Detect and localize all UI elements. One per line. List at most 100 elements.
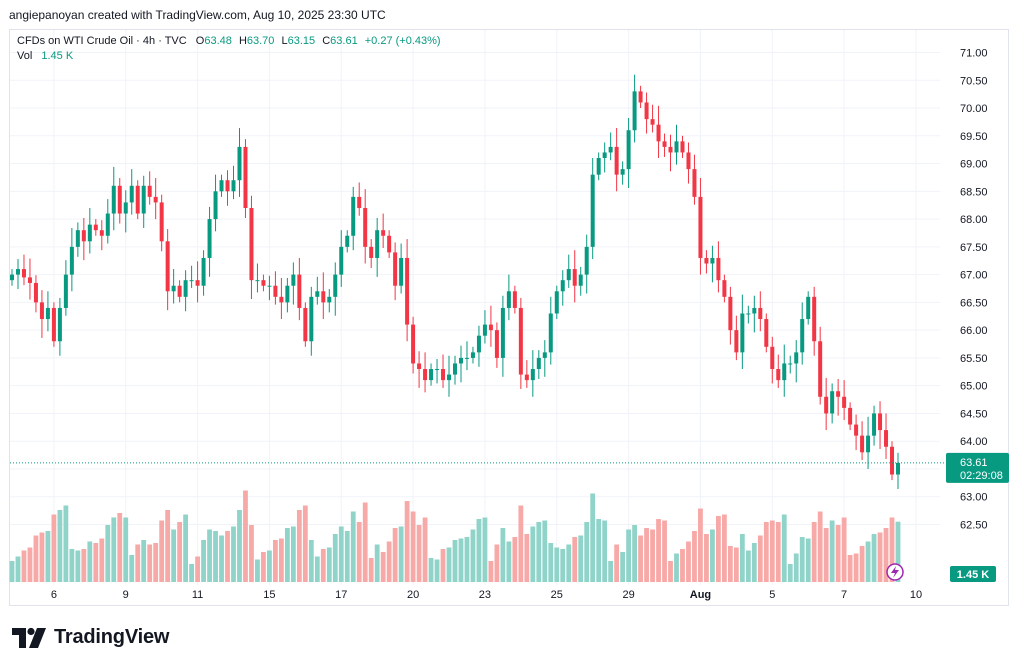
candle-body xyxy=(33,282,38,303)
volume-bar xyxy=(338,526,344,582)
candle-body xyxy=(405,257,410,325)
volume-bar xyxy=(356,522,362,582)
candle-body xyxy=(327,296,332,303)
candle-body xyxy=(602,152,607,159)
volume-bar xyxy=(314,556,320,582)
y-tick-label: 64.50 xyxy=(960,408,988,420)
y-tick-label: 63.00 xyxy=(960,492,988,504)
volume-bar xyxy=(811,522,817,582)
candle-body xyxy=(650,119,655,125)
volume-bar xyxy=(751,543,757,582)
volume-bar xyxy=(398,526,404,582)
candle-body xyxy=(111,185,116,214)
volume-bar xyxy=(560,549,566,582)
countdown-label: 02:29:08 xyxy=(960,470,1003,482)
candle-body xyxy=(500,307,505,358)
candle-body xyxy=(572,269,577,286)
volume-bar xyxy=(835,525,841,582)
volume-bar xyxy=(757,535,763,582)
candle-body xyxy=(674,141,679,153)
volume-bar xyxy=(39,532,45,582)
chart-legend: CFDs on WTI Crude Oil · 4h · TVC O63.48 … xyxy=(17,34,441,64)
candle-body xyxy=(75,230,80,247)
volume-bar xyxy=(548,543,554,582)
candle-body xyxy=(171,285,176,292)
open-key: O xyxy=(195,35,205,47)
y-tick-label: 67.00 xyxy=(960,270,988,282)
candle-body xyxy=(249,207,254,281)
legend-row-price: CFDs on WTI Crude Oil · 4h · TVC O63.48 … xyxy=(17,34,441,49)
candle-body xyxy=(159,202,164,242)
volume-bar xyxy=(237,510,242,582)
candle-body xyxy=(758,307,763,320)
candle-body xyxy=(818,341,823,397)
candle-body xyxy=(339,246,344,275)
candle-body xyxy=(512,291,517,308)
volume-bar xyxy=(69,549,75,582)
volume-bar xyxy=(99,538,105,582)
y-tick-label: 70.50 xyxy=(960,75,988,87)
volume-bar xyxy=(578,535,584,582)
candle-body xyxy=(357,196,362,208)
tradingview-logo[interactable]: TradingView xyxy=(12,626,169,649)
chart-credit: angiepanoyan created with TradingView.co… xyxy=(9,8,386,22)
volume-bar xyxy=(284,528,290,582)
candle-body xyxy=(824,396,829,414)
open-value: 63.48 xyxy=(204,35,232,47)
candle-body xyxy=(554,291,559,314)
candle-body xyxy=(219,180,224,192)
candle-body xyxy=(279,296,284,303)
symbol-label[interactable]: CFDs on WTI Crude Oil · 4h · TVC xyxy=(17,35,187,47)
volume-bar xyxy=(428,558,434,582)
volume-bar xyxy=(129,555,135,582)
volume-bar xyxy=(650,529,655,582)
volume-bar xyxy=(410,511,416,582)
candle-body xyxy=(105,213,110,236)
candle-body xyxy=(399,257,404,286)
volume-bar xyxy=(590,493,596,582)
candle-body xyxy=(123,202,128,214)
volume-bar xyxy=(374,544,380,582)
volume-bar xyxy=(775,522,781,582)
candle-body xyxy=(854,424,859,436)
volume-bar xyxy=(787,564,793,582)
y-tick-label: 68.50 xyxy=(960,186,988,198)
volume-bar xyxy=(189,564,194,582)
volume-bar xyxy=(482,517,488,582)
candle-body xyxy=(842,396,847,408)
candle-body xyxy=(129,185,134,203)
volume-key[interactable]: Vol xyxy=(17,50,33,62)
candle-body xyxy=(375,230,380,258)
candle-body xyxy=(255,280,260,282)
candle-body xyxy=(656,124,661,142)
candle-body xyxy=(207,219,212,258)
volume-bar xyxy=(710,529,715,582)
price-chart[interactable]: 71.00 70.50 70.00 69.50 69.00 68.50 68.00 67.50… xyxy=(0,0,1024,610)
volume-bar xyxy=(350,511,356,582)
volume-bar xyxy=(739,534,745,582)
candle-body xyxy=(494,330,499,358)
x-tick-label: 17 xyxy=(335,589,347,601)
candle-body xyxy=(614,146,619,175)
last-volume-badge xyxy=(950,566,996,582)
y-tick-label: 64.00 xyxy=(960,436,988,448)
volume-bar xyxy=(344,531,350,582)
volume-bar xyxy=(596,519,602,582)
volume-bar xyxy=(368,558,374,582)
lightning-icon-bolt xyxy=(891,566,899,578)
y-tick-label: 65.50 xyxy=(960,353,988,365)
candle-body xyxy=(794,352,799,364)
volume-bar xyxy=(75,550,81,582)
candle-body xyxy=(147,185,152,197)
volume-bar xyxy=(614,544,620,582)
candle-body xyxy=(177,285,182,297)
candle-body xyxy=(141,185,146,214)
candle-body xyxy=(482,324,487,336)
candle-body xyxy=(195,280,200,286)
candle-body xyxy=(638,91,643,103)
candle-body xyxy=(411,324,416,364)
candle-body xyxy=(441,369,446,381)
candle-body xyxy=(806,296,811,320)
volume-bar xyxy=(895,521,901,582)
volume-bar xyxy=(51,514,57,582)
